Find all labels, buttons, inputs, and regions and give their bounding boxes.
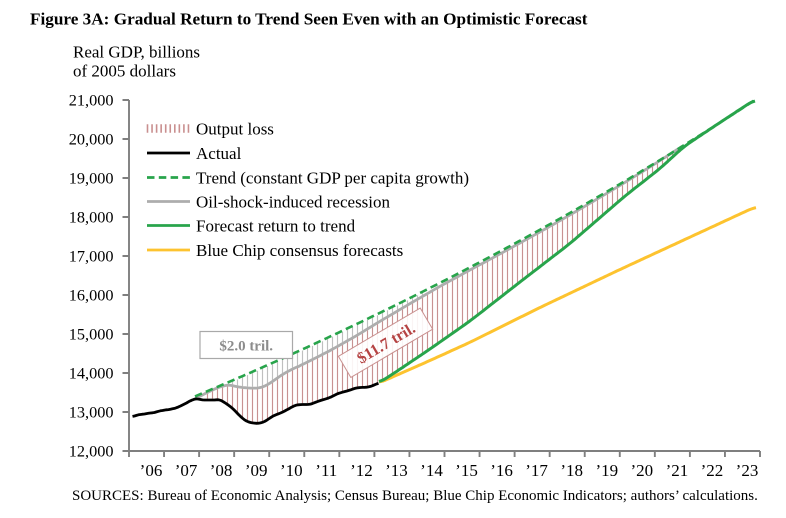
svg-text:’18: ’18 xyxy=(560,461,583,480)
svg-text:’12: ’12 xyxy=(350,461,373,480)
svg-text:14,000: 14,000 xyxy=(69,363,114,382)
svg-text:’22: ’22 xyxy=(701,461,724,480)
svg-text:Blue Chip consensus forecasts: Blue Chip consensus forecasts xyxy=(196,241,403,260)
svg-text:Oil-shock-induced recession: Oil-shock-induced recession xyxy=(196,192,391,211)
svg-text:’14: ’14 xyxy=(420,461,443,480)
svg-text:of 2005 dollars: of 2005 dollars xyxy=(73,62,176,81)
svg-text:’16: ’16 xyxy=(490,461,513,480)
svg-text:20,000: 20,000 xyxy=(69,129,114,148)
svg-text:19,000: 19,000 xyxy=(69,168,114,187)
svg-text:15,000: 15,000 xyxy=(69,324,114,343)
svg-text:’10: ’10 xyxy=(280,461,303,480)
svg-text:18,000: 18,000 xyxy=(69,207,114,226)
svg-text:’21: ’21 xyxy=(666,461,689,480)
svg-text:’09: ’09 xyxy=(245,461,268,480)
svg-text:’19: ’19 xyxy=(595,461,618,480)
svg-text:$2.0 tril.: $2.0 tril. xyxy=(219,339,273,355)
svg-text:’11: ’11 xyxy=(315,461,337,480)
svg-text:Output loss: Output loss xyxy=(196,119,274,138)
svg-text:’06: ’06 xyxy=(140,461,163,480)
svg-text:Trend (constant GDP per capita: Trend (constant GDP per capita growth) xyxy=(196,168,469,187)
svg-text:13,000: 13,000 xyxy=(69,402,114,421)
svg-text:21,000: 21,000 xyxy=(69,90,114,109)
svg-text:’13: ’13 xyxy=(385,461,408,480)
svg-text:’17: ’17 xyxy=(525,461,548,480)
svg-text:Real GDP, billions: Real GDP, billions xyxy=(73,43,200,62)
svg-text:17,000: 17,000 xyxy=(69,246,114,265)
svg-text:16,000: 16,000 xyxy=(69,285,114,304)
svg-text:Actual: Actual xyxy=(196,144,242,163)
svg-text:’07: ’07 xyxy=(175,461,198,480)
svg-text:’20: ’20 xyxy=(630,461,653,480)
svg-text:’08: ’08 xyxy=(210,461,233,480)
svg-text:12,000: 12,000 xyxy=(69,441,114,460)
svg-text:’15: ’15 xyxy=(455,461,478,480)
svg-text:SOURCES: Bureau of Economic An: SOURCES: Bureau of Economic Analysis; Ce… xyxy=(72,488,758,504)
svg-text:’23: ’23 xyxy=(736,461,759,480)
svg-text:Forecast return to trend: Forecast return to trend xyxy=(196,216,356,235)
svg-text:Figure 3A: Gradual Return to T: Figure 3A: Gradual Return to Trend Seen … xyxy=(30,10,588,29)
